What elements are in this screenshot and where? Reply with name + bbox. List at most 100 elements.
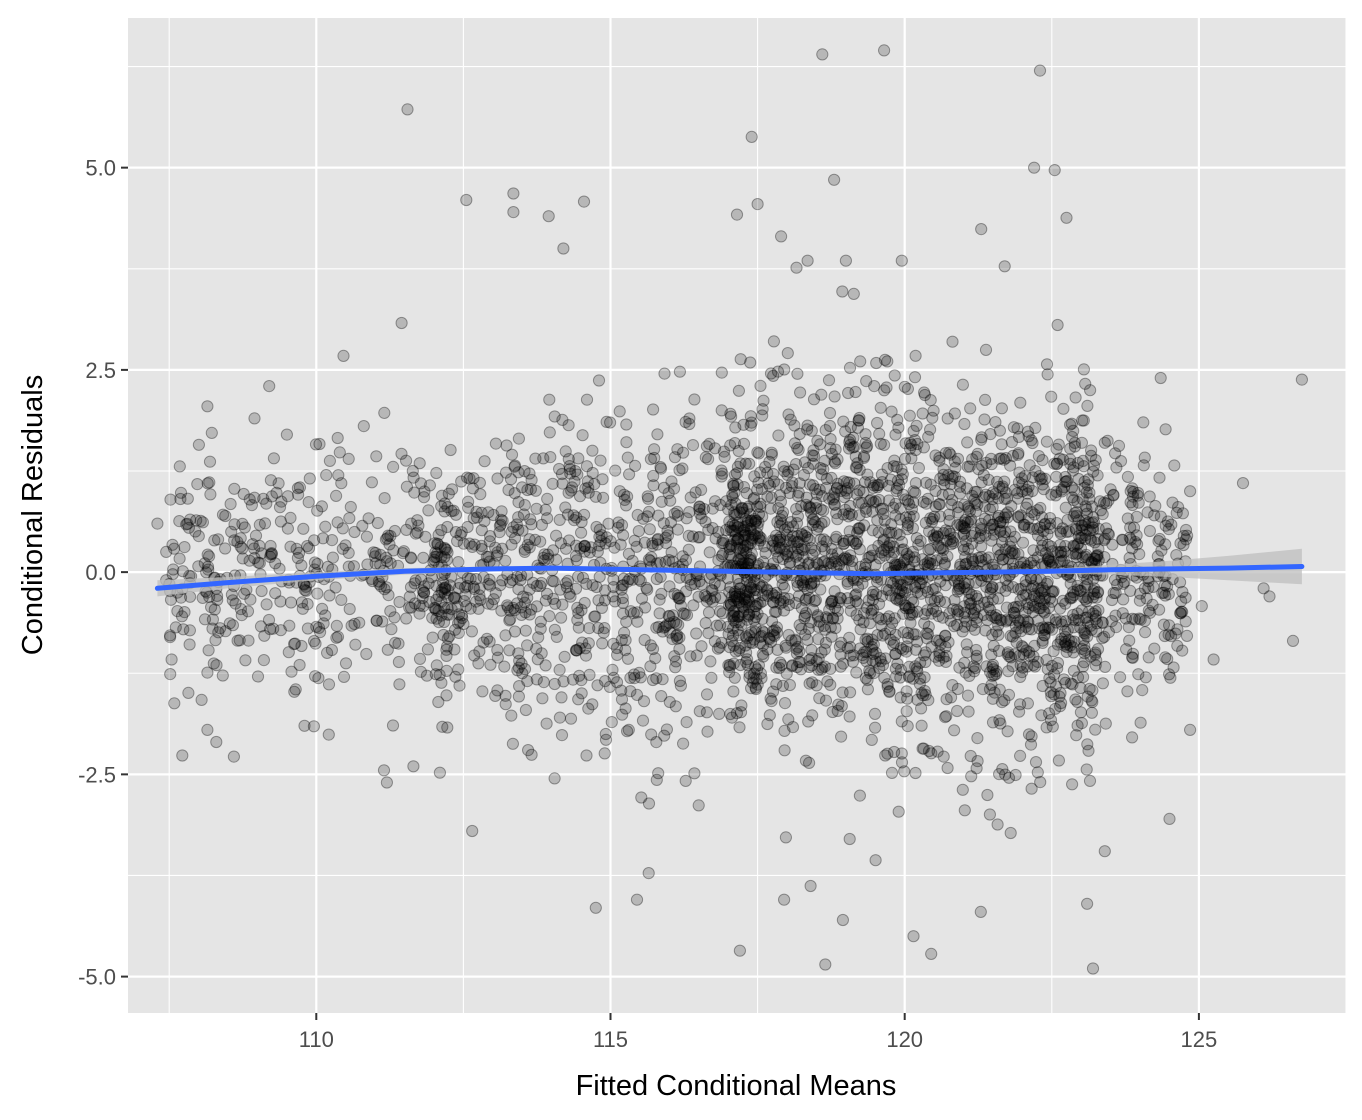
data-point xyxy=(565,484,578,497)
data-point xyxy=(335,593,348,607)
data-point xyxy=(828,498,842,511)
data-point xyxy=(262,613,276,627)
data-point xyxy=(248,412,261,425)
data-point xyxy=(1023,459,1036,472)
data-point xyxy=(922,694,935,707)
data-point xyxy=(889,628,902,641)
data-point xyxy=(1005,436,1019,449)
data-point xyxy=(164,668,177,681)
data-point xyxy=(586,444,599,457)
data-point xyxy=(1019,575,1032,588)
data-point xyxy=(795,543,809,556)
data-point xyxy=(1121,470,1135,483)
data-point xyxy=(835,484,848,497)
data-point xyxy=(908,371,922,384)
data-point xyxy=(650,572,663,586)
data-point xyxy=(647,403,660,416)
data-point xyxy=(673,365,687,378)
data-point xyxy=(870,356,883,370)
data-point xyxy=(994,515,1007,529)
data-point xyxy=(307,720,320,733)
data-point xyxy=(1036,679,1049,693)
data-point xyxy=(688,577,701,591)
data-point xyxy=(693,503,706,516)
data-point xyxy=(165,653,178,666)
data-point xyxy=(525,518,538,531)
data-point xyxy=(246,538,259,551)
data-point xyxy=(530,502,543,515)
data-point xyxy=(555,611,568,624)
data-point xyxy=(823,419,837,433)
data-point xyxy=(378,492,391,505)
data-point xyxy=(332,469,345,482)
data-point xyxy=(164,493,177,506)
data-point xyxy=(525,748,538,761)
data-point xyxy=(252,556,265,569)
data-point xyxy=(430,659,443,672)
data-point xyxy=(865,549,878,562)
data-point xyxy=(319,609,332,622)
x-tick-label: 110 xyxy=(299,1027,334,1052)
data-point xyxy=(673,674,687,688)
data-point xyxy=(1179,615,1192,628)
data-point xyxy=(337,349,350,362)
data-point xyxy=(729,421,742,434)
data-point xyxy=(1149,499,1162,513)
data-point xyxy=(1014,396,1027,409)
data-point xyxy=(1031,766,1044,779)
data-point xyxy=(992,492,1005,505)
data-point xyxy=(531,653,544,666)
data-point xyxy=(210,735,223,749)
data-point xyxy=(508,460,521,473)
data-point xyxy=(802,715,815,728)
data-point xyxy=(791,640,805,654)
data-point xyxy=(610,676,624,689)
data-point xyxy=(791,510,805,523)
data-point xyxy=(326,551,339,564)
data-point xyxy=(242,634,255,647)
data-point xyxy=(850,666,863,679)
data-point xyxy=(754,379,767,392)
data-point xyxy=(507,206,520,219)
data-point xyxy=(706,595,719,608)
data-point xyxy=(1098,845,1111,858)
data-point xyxy=(844,640,857,654)
data-point xyxy=(1057,402,1070,415)
data-point xyxy=(209,634,222,647)
data-point xyxy=(461,572,474,585)
data-point xyxy=(1032,592,1046,605)
data-point xyxy=(705,583,718,597)
data-point xyxy=(1057,554,1070,567)
data-point xyxy=(910,532,923,545)
data-point xyxy=(809,544,822,557)
data-point xyxy=(890,582,903,595)
data-point xyxy=(644,660,657,673)
data-point xyxy=(807,457,820,470)
data-point xyxy=(1136,684,1149,697)
data-point xyxy=(337,670,351,684)
data-point xyxy=(958,804,971,817)
data-point xyxy=(264,548,277,561)
data-point xyxy=(1110,461,1123,474)
data-point xyxy=(978,596,991,609)
data-point xyxy=(998,694,1011,707)
data-point xyxy=(733,542,747,555)
data-point xyxy=(1078,580,1092,593)
data-point xyxy=(803,478,817,491)
data-point xyxy=(1096,677,1110,690)
data-point xyxy=(451,600,464,613)
data-point xyxy=(322,678,336,691)
data-point xyxy=(1066,491,1079,504)
data-point xyxy=(901,516,914,529)
data-point xyxy=(267,452,280,465)
data-point xyxy=(660,723,674,736)
data-point xyxy=(893,478,906,492)
data-point xyxy=(835,700,848,713)
data-point xyxy=(738,592,752,606)
data-point xyxy=(1114,455,1128,468)
data-point xyxy=(695,640,708,653)
data-point xyxy=(395,316,408,330)
data-point xyxy=(650,773,663,787)
data-point xyxy=(563,463,577,476)
data-point xyxy=(309,670,322,683)
